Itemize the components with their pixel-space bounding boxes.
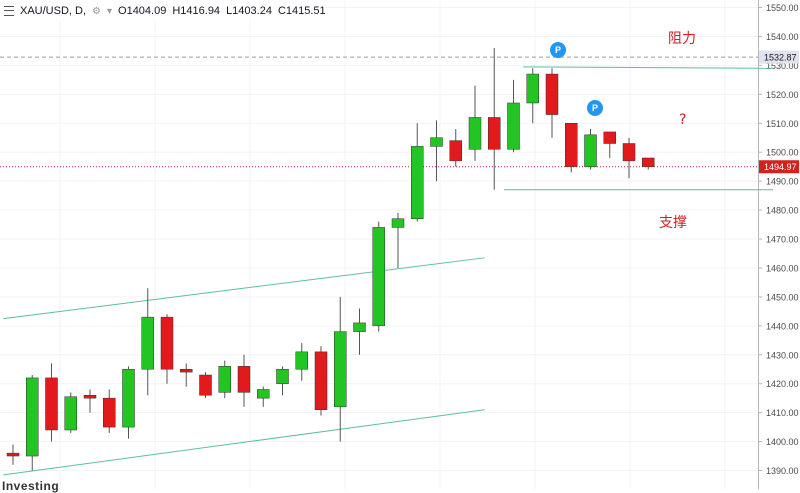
menu-icon[interactable]	[4, 6, 14, 16]
y-tick-label: 1440.00	[766, 321, 799, 331]
open-value: O1404.09	[118, 5, 167, 17]
question-annotation: ?	[679, 112, 687, 128]
candle-down	[545, 73, 559, 115]
candle-up	[257, 389, 270, 399]
watermark-logo: Investing	[2, 479, 60, 493]
candle-down	[180, 368, 193, 373]
candle-down	[160, 316, 174, 370]
trendline	[3, 257, 485, 320]
support-annotation: 支撑	[659, 215, 687, 231]
trendline	[523, 66, 774, 69]
symbol-label[interactable]: XAU/USD, D,	[20, 5, 87, 17]
y-tick-label: 1390.00	[766, 466, 799, 476]
y-tick-label: 1520.00	[766, 90, 799, 100]
ohlc-readout: O1404.09 H1416.94 L1403.24 C1415.51	[118, 5, 326, 17]
y-tick-label: 1540.00	[766, 32, 799, 42]
y-tick-label: 1500.00	[766, 148, 799, 158]
candle-down	[565, 123, 578, 167]
candle-up	[353, 322, 366, 332]
candle-up	[122, 368, 135, 428]
candle-up	[430, 137, 443, 147]
candle-down	[488, 117, 501, 150]
candle-up	[507, 102, 520, 150]
candle-up	[64, 396, 77, 431]
candle-up	[141, 316, 154, 370]
y-tick-label: 1470.00	[766, 235, 799, 245]
close-value: C1415.51	[277, 5, 326, 17]
candle-down	[603, 131, 616, 144]
y-tick-label: 1530.00	[766, 61, 799, 71]
candle-up	[468, 117, 482, 150]
candle-down	[237, 366, 251, 393]
chart-header: XAU/USD, D, ⚙ ▾ O1404.09 H1416.94 L1403.…	[0, 0, 326, 22]
y-tick-label: 1480.00	[766, 206, 799, 216]
current-price-tag: 1494.97	[764, 162, 797, 172]
resistance-price-tag: 1532.87	[764, 53, 797, 63]
y-tick-label: 1420.00	[766, 379, 799, 389]
chevron-down-icon[interactable]: ▾	[106, 5, 113, 17]
candle-up	[526, 73, 539, 104]
low-value: L1403.24	[226, 5, 272, 17]
y-tick-label: 1410.00	[766, 408, 799, 418]
y-tick-label: 1490.00	[766, 177, 799, 187]
y-tick-label: 1550.00	[766, 3, 799, 13]
candle-down	[622, 143, 636, 162]
candle-down	[642, 157, 655, 167]
candle-down	[314, 351, 328, 410]
p-marker[interactable]: P	[550, 42, 566, 58]
candle-down	[45, 377, 58, 431]
price-axis	[758, 0, 800, 489]
candle-down	[83, 395, 97, 399]
candle-up	[584, 134, 597, 167]
high-value: H1416.94	[172, 5, 221, 17]
p-marker[interactable]: P	[587, 100, 603, 116]
current-price-tag-bg	[759, 160, 799, 174]
candle-up	[391, 218, 405, 228]
candle-up	[26, 377, 39, 457]
settings-icon[interactable]: ⚙	[92, 5, 101, 17]
candle-up	[218, 366, 231, 393]
y-tick-label: 1430.00	[766, 350, 799, 360]
candle-up	[295, 351, 308, 370]
candle-down	[199, 374, 212, 396]
y-tick-label: 1400.00	[766, 437, 799, 447]
y-tick-label: 1460.00	[766, 263, 799, 273]
candle-down	[6, 452, 20, 457]
candle-down	[449, 140, 462, 162]
resistance-price-tag-bg	[759, 50, 799, 64]
candle-up	[334, 331, 347, 408]
y-tick-label: 1450.00	[766, 292, 799, 302]
resistance-annotation: 阻力	[668, 31, 696, 47]
candle-up	[276, 368, 289, 384]
candle-up	[372, 227, 385, 327]
candle-down	[103, 397, 116, 428]
candle-up	[411, 146, 424, 219]
trendline	[3, 409, 485, 476]
y-tick-label: 1510.00	[766, 119, 799, 129]
